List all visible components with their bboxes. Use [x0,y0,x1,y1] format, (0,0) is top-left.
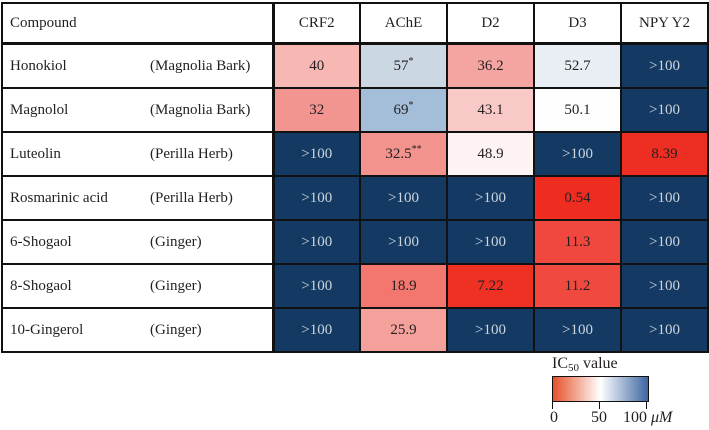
value-cell: 36.2 [446,42,535,89]
compound-cell: Rosmarinic acid (Perilla Herb) [1,175,275,221]
value-cell: >100 [533,307,622,353]
value-cell: 48.9 [446,131,535,177]
compound-name: 8-Shogaol [10,277,72,294]
legend-title: IC50 value [552,354,692,374]
value-cell: 43.1 [446,87,535,133]
compound-cell: 10-Gingerol (Ginger) [1,307,275,353]
column-header-d3: D3 [533,2,622,45]
column-header-d2: D2 [446,2,535,45]
value-cell: 7.22 [446,263,535,309]
compound-column-header: Compound [1,2,275,45]
value-cell: 69* [359,87,448,133]
compound-source: (Ginger) [150,233,202,250]
value-cell: >100 [272,175,361,221]
legend-gradient-bar [552,376,649,402]
table-row: Magnolol (Magnolia Bark) 32 69* 43.1 50.1 >100 [1,87,709,133]
value-cell: >100 [620,307,709,353]
compound-name: 10-Gingerol [10,321,84,338]
compound-name: Rosmarinic acid [10,189,108,206]
value-cell: >100 [446,219,535,265]
value-cell: >100 [620,219,709,265]
value-cell: 40 [272,42,361,89]
legend-tick-marks [552,402,649,409]
value-cell: 11.3 [533,219,622,265]
compound-header-label: Compound [10,14,77,31]
compound-source: (Ginger) [150,277,202,294]
compound-cell: Luteolin (Perilla Herb) [1,131,275,177]
legend-title-prefix: IC [552,355,568,372]
compound-source: (Magnolia Bark) [150,101,251,118]
column-header-npy-y2: NPY Y2 [620,2,709,45]
legend-title-suffix: value [579,355,618,372]
value-cell: >100 [620,87,709,133]
value-cell: 52.7 [533,42,622,89]
table-row: Luteolin (Perilla Herb) >100 32.5** 48.9 >100… [1,131,709,177]
legend-tick-labels: 0 50 100 μM [550,409,692,429]
value-cell: >100 [533,131,622,177]
compound-name: Honokiol [10,57,67,74]
table-row: Honokiol (Magnolia Bark) 40 57* 36.2 52.7 >100 [1,42,709,89]
table-row: 10-Gingerol (Ginger) >100 25.9 >100 >100 >100 [1,307,709,353]
value-cell: 11.2 [533,263,622,309]
value-cell: 32 [272,87,361,133]
table-row: 8-Shogaol (Ginger) >100 18.9 7.22 11.2 >100 [1,263,709,309]
value-cell: 18.9 [359,263,448,309]
value-cell: 57* [359,42,448,89]
header-row: Compound CRF2 AChE D2 D3 NPY Y2 [1,2,709,45]
table-row: 6-Shogaol (Ginger) >100 >100 >100 11.3 >100 [1,219,709,265]
value-cell: >100 [272,263,361,309]
significance-marker: * [408,99,414,111]
significance-marker: * [408,55,414,67]
compound-name: Magnolol [10,101,69,118]
significance-marker: ** [411,143,422,155]
value-cell: >100 [272,307,361,353]
column-header-crf2: CRF2 [272,2,361,45]
compound-source: (Magnolia Bark) [150,57,251,74]
legend-tick-50 [599,402,600,409]
value-cell: >100 [446,175,535,221]
legend-title-subscript: 50 [568,362,579,374]
compound-cell: 8-Shogaol (Ginger) [1,263,275,309]
value-cell: >100 [620,175,709,221]
value-cell: >100 [272,131,361,177]
value-cell: >100 [272,219,361,265]
value-cell: 8.39 [620,131,709,177]
value-cell: >100 [359,175,448,221]
compound-source: (Ginger) [150,321,202,338]
value-cell: >100 [446,307,535,353]
value-cell: 50.1 [533,87,622,133]
value-cell: 32.5** [359,131,448,177]
column-header-ache: AChE [359,2,448,45]
compound-cell: Honokiol (Magnolia Bark) [1,42,275,89]
compound-source: (Perilla Herb) [150,189,233,206]
compound-cell: Magnolol (Magnolia Bark) [1,87,275,133]
value-cell: >100 [359,219,448,265]
legend-label-0: 0 [550,409,558,426]
legend-label-100: 100 [623,409,647,426]
legend-tick-0 [552,402,553,409]
ic50-heatmap-table: Compound CRF2 AChE D2 D3 NPY Y2 Honokiol (Mag… [1,2,709,353]
compound-source: (Perilla Herb) [150,145,233,162]
value-cell: >100 [620,263,709,309]
compound-name: 6-Shogaol [10,233,72,250]
value-cell: >100 [620,42,709,89]
legend-label-50: 50 [591,409,607,426]
legend-unit-label: μM [651,409,673,426]
color-legend: IC50 value 0 50 100 μM [550,354,692,429]
value-cell: 25.9 [359,307,448,353]
value-cell: 0.54 [533,175,622,221]
table-row: Rosmarinic acid (Perilla Herb) >100 >100 >10… [1,175,709,221]
compound-cell: 6-Shogaol (Ginger) [1,219,275,265]
legend-tick-100 [646,402,647,409]
compound-name: Luteolin [10,145,61,162]
